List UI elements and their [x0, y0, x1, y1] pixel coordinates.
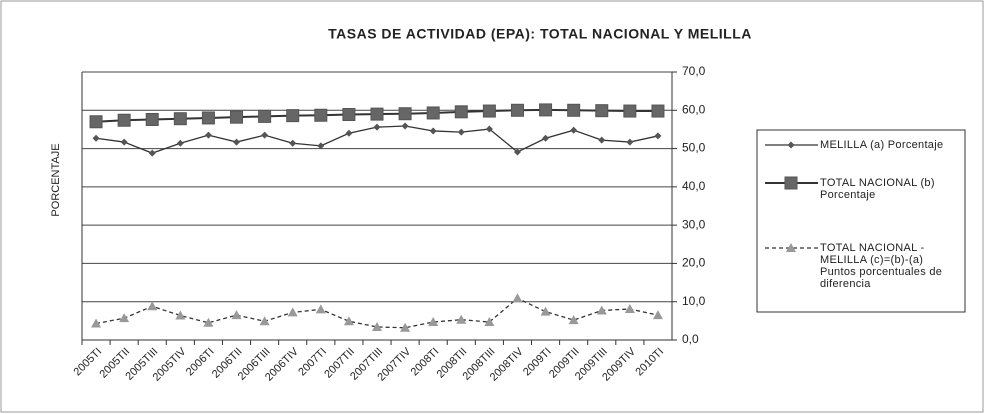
- marker: [568, 315, 579, 325]
- y-tick-label: 10,0: [682, 294, 706, 308]
- y-tick-label: 50,0: [682, 141, 706, 155]
- marker: [261, 131, 269, 139]
- marker: [598, 136, 606, 144]
- y-axis-label: PORCENTAJE: [50, 143, 62, 216]
- marker: [510, 103, 524, 117]
- marker: [595, 104, 609, 118]
- y-tick-label: 60,0: [682, 102, 706, 116]
- marker: [89, 115, 103, 129]
- y-tick-label: 0,0: [682, 332, 699, 346]
- marker: [373, 123, 381, 131]
- marker: [175, 310, 186, 320]
- y-tick-label: 20,0: [682, 256, 706, 270]
- marker: [654, 132, 662, 140]
- series-line: [95, 297, 659, 329]
- marker: [176, 139, 184, 147]
- marker: [91, 318, 102, 328]
- marker: [400, 322, 411, 332]
- marker: [456, 314, 467, 324]
- marker: [230, 110, 244, 124]
- marker: [372, 321, 382, 331]
- marker: [482, 104, 496, 118]
- marker: [231, 310, 242, 320]
- marker: [203, 317, 214, 327]
- y-tick-label: 40,0: [682, 179, 706, 193]
- marker: [457, 128, 465, 136]
- marker: [342, 107, 356, 121]
- marker: [426, 106, 440, 120]
- marker: [147, 301, 158, 311]
- marker: [345, 129, 353, 137]
- marker: [626, 138, 634, 146]
- marker: [624, 303, 635, 313]
- marker: [120, 138, 128, 146]
- marker: [204, 131, 212, 139]
- marker: [539, 103, 553, 117]
- marker: [314, 108, 328, 122]
- x-tick-label: 2010TI: [633, 346, 666, 379]
- marker: [287, 307, 298, 317]
- marker: [286, 109, 300, 123]
- legend-label: TOTAL NACIONAL (b) Porcentaje: [820, 177, 935, 201]
- marker: [145, 112, 159, 126]
- marker: [786, 243, 796, 252]
- marker: [513, 148, 521, 156]
- legend-label: TOTAL NACIONAL - MELILLA (c)=(b)-(a) Pun…: [820, 242, 943, 290]
- marker: [259, 316, 270, 326]
- marker: [92, 134, 100, 142]
- marker: [428, 317, 439, 327]
- marker: [370, 107, 384, 121]
- marker: [484, 317, 495, 327]
- marker: [289, 139, 297, 147]
- marker: [651, 104, 665, 118]
- marker: [787, 141, 795, 149]
- marker: [570, 126, 578, 134]
- marker: [148, 149, 156, 157]
- chart-title: TASAS DE ACTIVIDAD (EPA): TOTAL NACIONAL…: [328, 26, 752, 42]
- legend-box: [756, 129, 966, 313]
- marker: [343, 316, 354, 326]
- marker: [258, 109, 272, 123]
- marker: [540, 306, 551, 316]
- marker: [201, 111, 215, 125]
- marker: [567, 103, 581, 117]
- marker: [784, 176, 798, 190]
- legend-label: MELILLA (a) Porcentaje: [820, 139, 944, 151]
- marker: [623, 104, 637, 118]
- marker: [542, 134, 550, 142]
- marker: [173, 112, 187, 126]
- marker: [454, 105, 468, 119]
- marker: [317, 142, 325, 150]
- marker: [596, 305, 607, 315]
- marker: [117, 113, 131, 127]
- marker: [401, 122, 409, 130]
- marker: [429, 127, 437, 135]
- marker: [398, 107, 412, 121]
- marker: [512, 293, 523, 303]
- marker: [119, 313, 130, 323]
- y-tick-label: 30,0: [682, 217, 706, 231]
- marker: [233, 138, 241, 146]
- marker: [652, 310, 663, 320]
- marker: [485, 125, 493, 133]
- marker: [315, 304, 326, 314]
- y-tick-label: 70,0: [682, 64, 706, 78]
